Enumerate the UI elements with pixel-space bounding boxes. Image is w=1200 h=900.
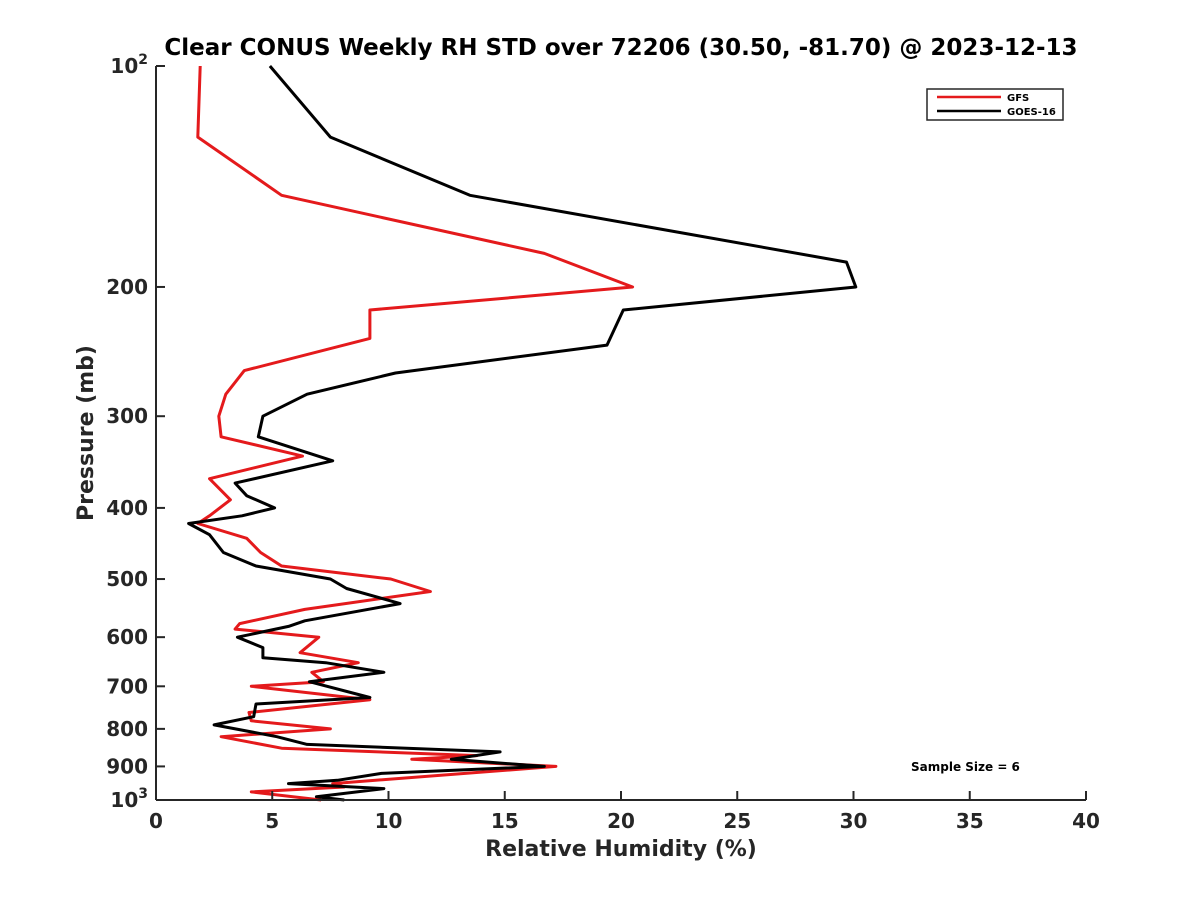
y-tick-label: 102 [110,52,148,78]
y-tick-label: 800 [106,717,148,741]
y-tick-label: 500 [106,567,148,591]
series-layer [187,65,858,802]
x-tick-label: 15 [491,809,519,833]
x-tick-label: 20 [607,809,635,833]
y-tick-label: 103 [110,786,148,812]
y-tick-label: 700 [106,674,148,698]
x-tick-label: 10 [375,809,403,833]
x-tick-label: 25 [723,809,751,833]
x-tick-label: 40 [1072,809,1100,833]
x-axis-ticks: 0 5 10 15 20 25 30 35 40 [149,791,1100,833]
x-tick-label: 5 [265,809,279,833]
x-tick-label: 35 [956,809,984,833]
y-axis-ticks: 102 200 300 400 500 600 700 800 900 103 [106,52,165,812]
y-axis-title: Pressure (mb) [74,345,99,521]
chart-title: Clear CONUS Weekly RH STD over 72206 (30… [164,35,1077,61]
x-axis-title: Relative Humidity (%) [485,837,757,862]
x-tick-label: 30 [840,809,868,833]
legend-box [926,88,1064,121]
sample-size-annotation: Sample Size = 6 [911,760,1020,774]
series-line-goes-16 [187,65,858,802]
y-tick-label: 200 [106,275,148,299]
y-tick-label: 400 [106,496,148,520]
y-tick-label: 600 [106,625,148,649]
legend-label-goes16: GOES-16 [1007,107,1056,118]
y-tick-label: 900 [106,754,148,778]
series-line-gfs [196,65,635,802]
legend: GFS GOES-16 [926,88,1064,121]
legend-label-gfs: GFS [1007,93,1029,104]
x-tick-label: 0 [149,809,163,833]
y-tick-label: 300 [106,404,148,428]
